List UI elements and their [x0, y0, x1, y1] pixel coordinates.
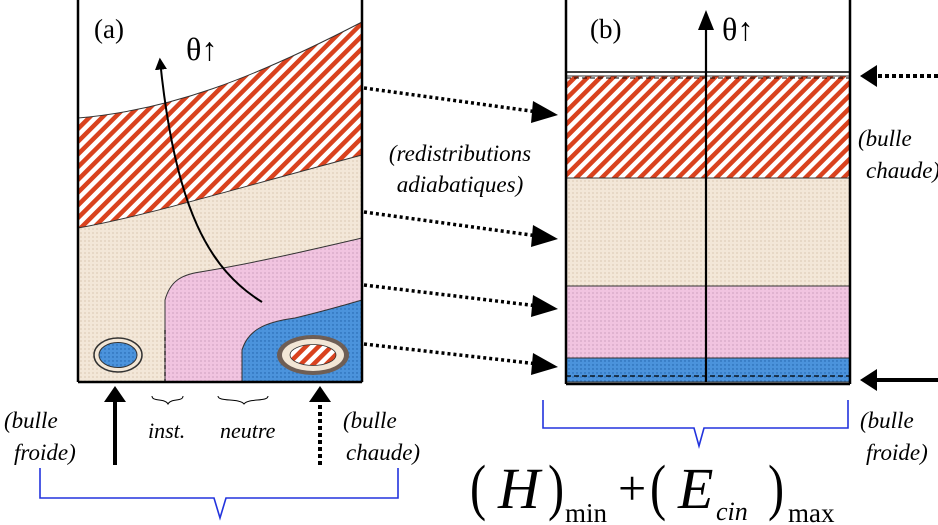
cold-bubble-b-line-1: (bulle [860, 408, 914, 433]
transfer-arrow-3 [363, 283, 539, 308]
formula-cin: cin [716, 497, 748, 525]
brace-inst [151, 395, 184, 406]
formula: ( H ) min + ( E cin ) max [470, 453, 835, 525]
hot-bubble-b-line-2: chaude) [866, 158, 938, 183]
inst-label: inst. [148, 418, 185, 443]
panel-b-label: (b) [590, 14, 621, 44]
neutre-label: neutre [220, 418, 276, 443]
cold-bubble-a-line-2: froide) [14, 440, 76, 465]
panel-b-hatch-layer [565, 75, 851, 179]
svg-text:): ) [768, 453, 784, 522]
formula-E: E [677, 456, 713, 521]
svg-text:(: ( [650, 453, 666, 522]
transfer-arrow-2 [363, 210, 539, 238]
cold-bubble-b-line-2: froide) [866, 440, 928, 465]
cold-bubble-a-line-1: (bulle [4, 408, 58, 433]
svg-text:): ) [548, 453, 564, 522]
formula-H: H [497, 456, 543, 521]
redistribution-line-2: adiabatiques) [397, 172, 524, 197]
formula-plus: + [618, 460, 646, 516]
brace-bottom-b [542, 400, 849, 449]
hot-bubble-a-line-2: chaude) [346, 440, 420, 465]
hot-bubble-b-line-1: (bulle [858, 126, 912, 151]
brace-neutre [217, 395, 269, 405]
transfer-arrow-4 [363, 342, 539, 366]
theta-arrow-a [154, 57, 263, 303]
panel-a-theta-label: θ↑ [186, 31, 217, 67]
transfer-arrows [363, 86, 539, 366]
panel-b-theta-label: θ↑ [722, 11, 753, 47]
redistribution-line-1: (redistributions [389, 141, 531, 166]
panel-a [76, 0, 364, 465]
transfer-arrow-1 [363, 86, 539, 114]
formula-max: max [788, 498, 835, 525]
hot-bubble-a-line-1: (bulle [343, 408, 397, 433]
panel-a-label: (a) [94, 14, 124, 44]
formula-min: min [565, 498, 608, 525]
panel-b-blue-layer [565, 357, 851, 383]
svg-text:(: ( [470, 453, 486, 522]
panel-b-pink-layer [565, 285, 851, 359]
brace-bottom-a [39, 468, 399, 521]
panel-b [564, 0, 938, 391]
panel-b-beige-layer [565, 177, 851, 287]
